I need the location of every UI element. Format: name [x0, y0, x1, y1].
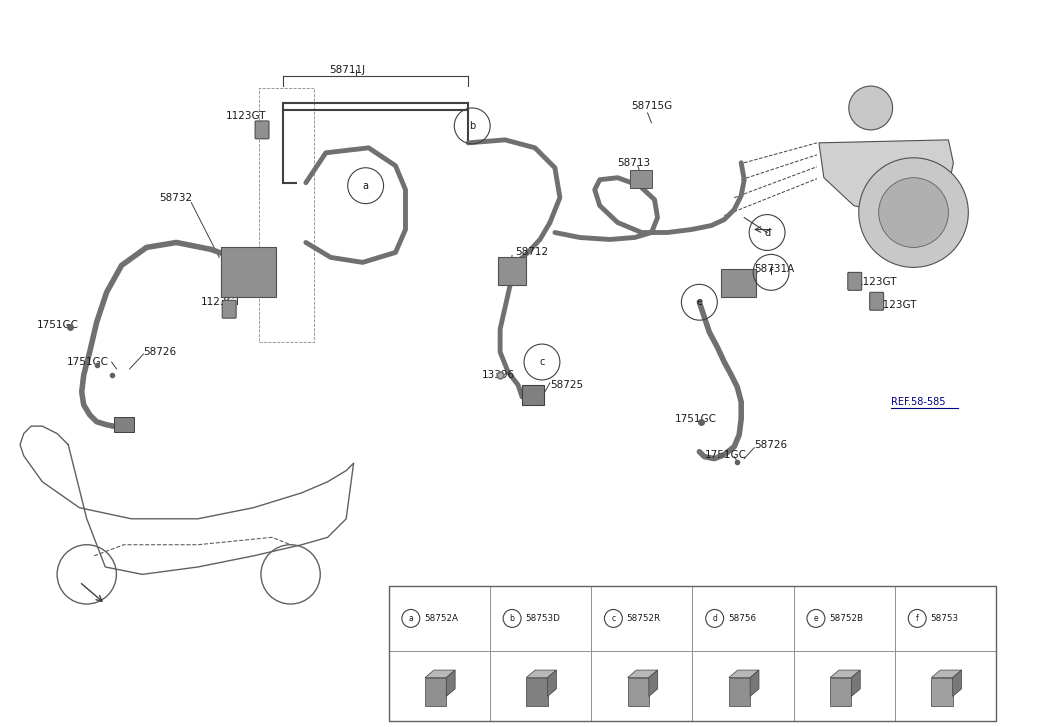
Text: f: f	[770, 268, 773, 277]
Text: 58752B: 58752B	[829, 614, 863, 623]
Text: e: e	[813, 614, 819, 623]
Text: c: c	[539, 357, 544, 367]
Polygon shape	[729, 670, 759, 678]
Text: 58756: 58756	[728, 614, 756, 623]
Text: REF.58-585: REF.58-585	[891, 397, 945, 407]
Text: 58726: 58726	[144, 347, 176, 357]
Bar	[627, 678, 648, 706]
Bar	[931, 678, 952, 706]
Text: 1123GT: 1123GT	[226, 111, 267, 121]
Polygon shape	[425, 670, 455, 678]
Text: 58752A: 58752A	[424, 614, 458, 623]
Bar	[425, 678, 446, 706]
Text: 1123GT: 1123GT	[201, 297, 241, 308]
FancyBboxPatch shape	[255, 121, 269, 139]
Text: 58715G: 58715G	[631, 101, 673, 111]
Polygon shape	[526, 670, 556, 678]
Text: e: e	[696, 297, 703, 308]
Circle shape	[859, 158, 968, 268]
Bar	[629, 169, 652, 188]
Text: 58731A: 58731A	[754, 265, 794, 274]
FancyBboxPatch shape	[870, 292, 883, 310]
Bar	[722, 270, 756, 297]
Text: a: a	[362, 181, 369, 190]
Polygon shape	[648, 670, 658, 696]
Circle shape	[848, 86, 893, 130]
Text: 13396: 13396	[483, 370, 516, 380]
Circle shape	[879, 177, 948, 247]
Bar	[830, 678, 851, 706]
Polygon shape	[627, 670, 658, 678]
Text: 58753: 58753	[930, 614, 959, 623]
Text: 1751GC: 1751GC	[37, 320, 79, 330]
Bar	[114, 417, 134, 432]
Polygon shape	[851, 670, 860, 696]
Bar	[259, 88, 314, 342]
Text: 58713: 58713	[618, 158, 651, 168]
Text: f: f	[916, 614, 918, 623]
Polygon shape	[750, 670, 759, 696]
Bar	[389, 586, 996, 720]
Text: b: b	[509, 614, 514, 623]
Text: 58752R: 58752R	[626, 614, 661, 623]
Text: d: d	[764, 228, 771, 238]
Text: 1123GT: 1123GT	[857, 277, 897, 287]
Polygon shape	[819, 140, 954, 212]
Polygon shape	[952, 670, 962, 696]
Text: 1123GT: 1123GT	[877, 300, 917, 310]
Text: d: d	[712, 614, 718, 623]
Text: 58753D: 58753D	[525, 614, 560, 623]
Bar	[221, 247, 276, 297]
Text: 58712: 58712	[516, 247, 549, 257]
Text: c: c	[611, 614, 615, 623]
Text: 1751GC: 1751GC	[67, 357, 108, 367]
Bar	[499, 257, 526, 285]
Bar	[729, 678, 750, 706]
Text: 58732: 58732	[159, 193, 192, 203]
Text: 58725: 58725	[550, 380, 583, 390]
Text: 1751GC: 1751GC	[705, 450, 746, 459]
Text: b: b	[469, 121, 475, 131]
FancyBboxPatch shape	[222, 300, 236, 318]
Text: 58726: 58726	[754, 440, 788, 450]
Text: 58711J: 58711J	[328, 65, 365, 75]
Polygon shape	[446, 670, 455, 696]
Bar	[526, 678, 547, 706]
FancyBboxPatch shape	[848, 273, 862, 290]
Text: a: a	[408, 614, 414, 623]
Polygon shape	[830, 670, 860, 678]
Bar	[522, 385, 544, 405]
Polygon shape	[547, 670, 556, 696]
Text: 1751GC: 1751GC	[674, 414, 716, 424]
Polygon shape	[931, 670, 962, 678]
